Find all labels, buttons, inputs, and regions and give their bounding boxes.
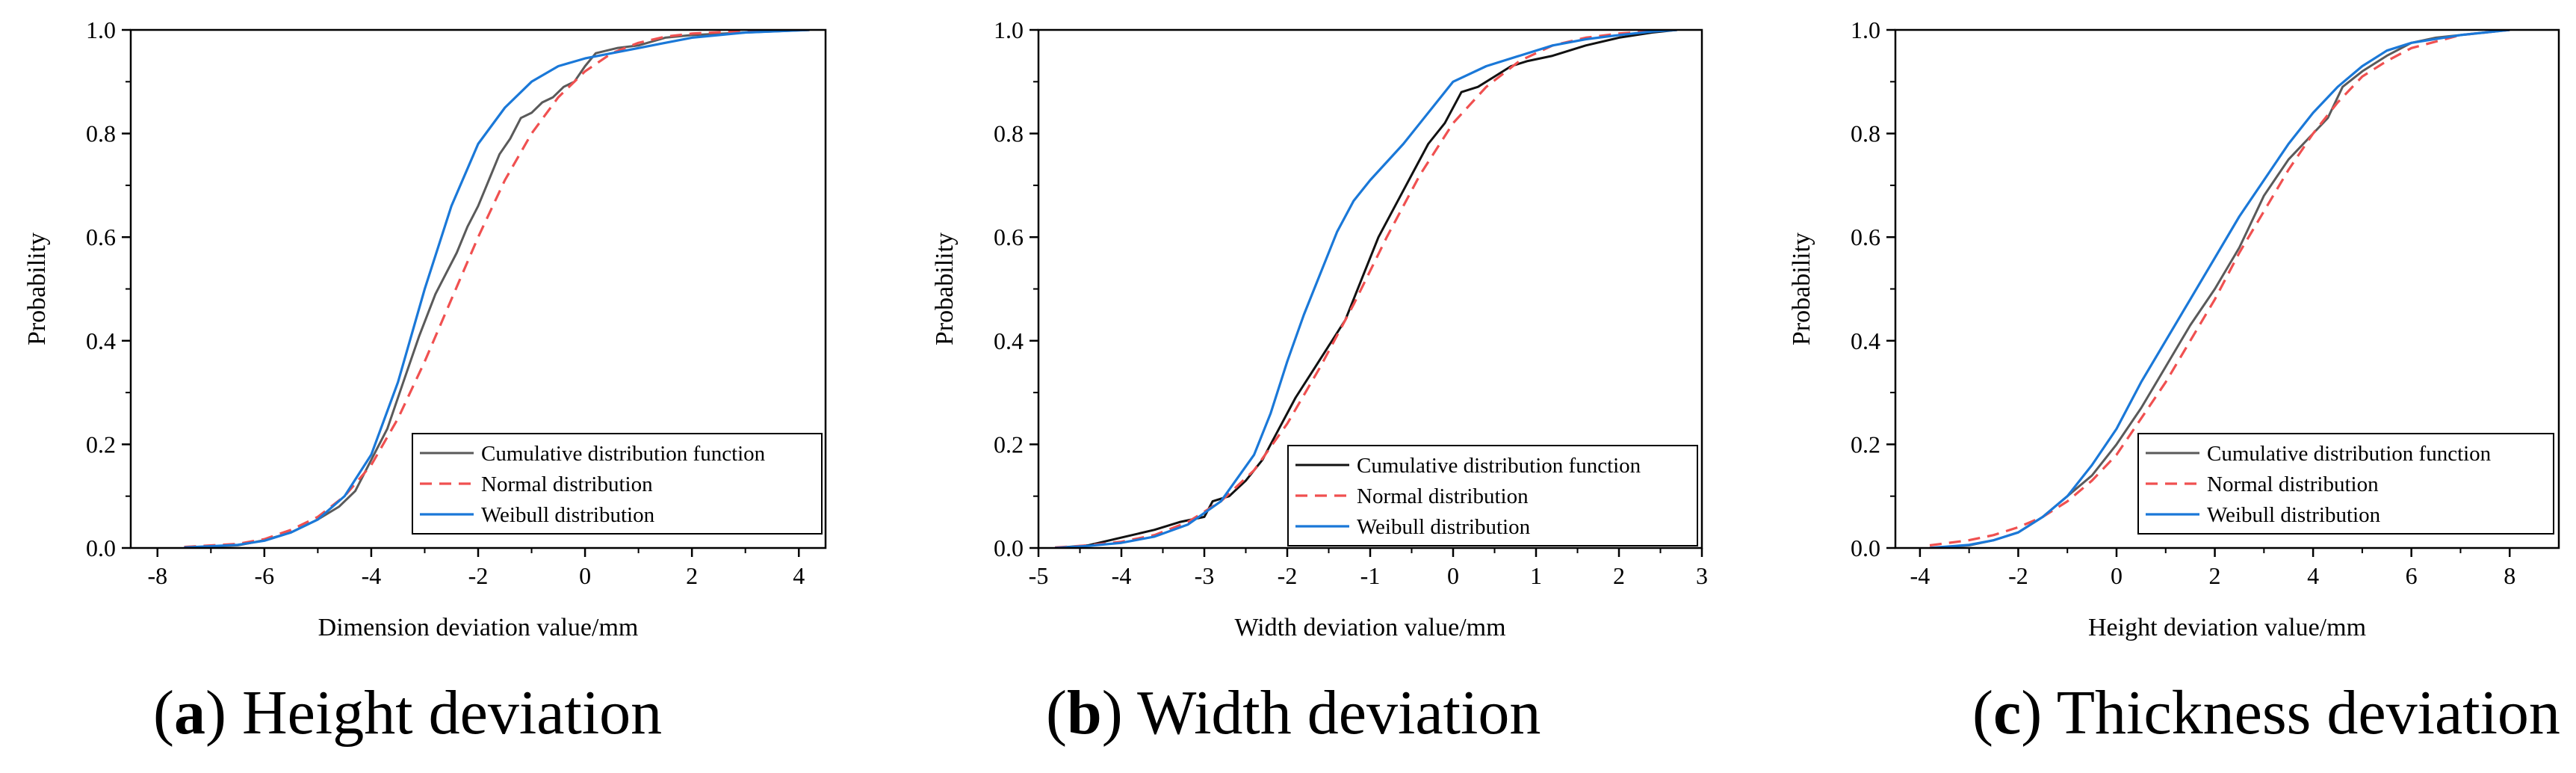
caption-b-text: Width deviation xyxy=(1122,678,1541,748)
x-tick-label: -2 xyxy=(1278,562,1298,589)
x-tick-label: 4 xyxy=(793,562,805,589)
x-tick-label: 2 xyxy=(1613,562,1625,589)
caption-c-letter: c xyxy=(1993,678,2022,748)
x-axis-label: Height deviation value/mm xyxy=(2088,614,2366,641)
series-line-weibull xyxy=(1055,30,1677,548)
x-tick-label: -1 xyxy=(1360,562,1381,589)
chart-panel-1: -5 -4 -3 -2 -1 0 1 2 3 0.0 0.2 0.4 0.6 0.8 1.0 Width de… xyxy=(931,16,1708,641)
y-tick-label: 0.8 xyxy=(86,120,116,147)
y-tick-label: 0.2 xyxy=(1851,431,1880,458)
caption-a-letter: a xyxy=(173,678,205,748)
x-tick-label: 0 xyxy=(1447,562,1459,589)
y-axis-label: Probability xyxy=(23,232,51,345)
caption-c: (c) Thickness deviation xyxy=(1972,678,2560,748)
x-tick-label: -8 xyxy=(147,562,167,589)
y-tick-label: 0.6 xyxy=(1851,224,1880,250)
series-line-normal xyxy=(1929,30,2510,547)
legend-label: Cumulative distribution function xyxy=(481,442,766,466)
y-tick-label: 0.4 xyxy=(1851,327,1880,354)
x-tick-label: -6 xyxy=(255,562,275,589)
x-tick-label: -4 xyxy=(362,562,382,589)
x-tick-label: -2 xyxy=(2008,562,2028,589)
y-tick-label: 0.2 xyxy=(994,431,1024,458)
x-tick-label: 3 xyxy=(1696,562,1708,589)
x-axis-label: Dimension deviation value/mm xyxy=(318,614,639,641)
y-tick-label: 0.0 xyxy=(994,535,1024,561)
y-axis-label: Probability xyxy=(1788,232,1815,345)
series-line-normal xyxy=(1055,30,1677,548)
caption-a: (a) Height deviation xyxy=(153,678,663,748)
legend-box xyxy=(2137,433,2554,535)
x-tick-label: -4 xyxy=(1910,562,1931,589)
x-tick-label: 0 xyxy=(2111,562,2123,589)
caption-b: (b) Width deviation xyxy=(1046,678,1541,748)
x-tick-label: 6 xyxy=(2406,562,2418,589)
legend-label: Normal distribution xyxy=(1357,484,1529,508)
legend-label: Cumulative distribution function xyxy=(2207,442,2492,466)
legend-label: Weibull distribution xyxy=(481,503,655,527)
y-tick-label: 0.6 xyxy=(86,224,116,250)
y-tick-label: 0.4 xyxy=(86,327,116,354)
y-tick-label: 0.6 xyxy=(994,224,1024,250)
series-line-normal xyxy=(184,30,810,548)
x-tick-label: -3 xyxy=(1195,562,1215,589)
x-tick-label: 8 xyxy=(2504,562,2515,589)
series-line-cdf_b xyxy=(1055,30,1677,548)
legend-label: Cumulative distribution function xyxy=(1357,454,1641,478)
caption-a-text: Height deviation xyxy=(226,678,663,748)
x-tick-label: -2 xyxy=(468,562,489,589)
legend-label: Weibull distribution xyxy=(1357,515,1531,539)
y-tick-label: 0.0 xyxy=(86,535,116,561)
caption-b-letter: b xyxy=(1066,678,1102,748)
y-tick-label: 1.0 xyxy=(86,16,116,43)
x-tick-label: 4 xyxy=(2307,562,2319,589)
legend-label: Normal distribution xyxy=(481,472,653,496)
series-line-weibull xyxy=(184,30,810,548)
legend-box xyxy=(412,433,823,535)
chart-panel-0: -8 -6 -4 -2 0 2 4 0.0 0.2 0.4 0.6 0.8 1.0 Dimension d… xyxy=(23,16,827,641)
legend-box xyxy=(1287,445,1698,546)
y-tick-label: 0.0 xyxy=(1851,535,1880,561)
y-tick-label: 1.0 xyxy=(1851,16,1880,43)
x-tick-label: -4 xyxy=(1112,562,1132,589)
y-tick-label: 0.8 xyxy=(994,120,1024,147)
y-tick-label: 0.8 xyxy=(1851,120,1880,147)
chart-panel-2: -4 -2 0 2 4 6 8 0.0 0.2 0.4 0.6 0.8 1.0 Height deviat… xyxy=(1788,16,2560,641)
series-line-cdf_a xyxy=(184,30,810,548)
caption-c-text: Thickness deviation xyxy=(2042,678,2560,748)
y-tick-label: 0.2 xyxy=(86,431,116,458)
x-tick-label: 0 xyxy=(579,562,591,589)
y-axis-label: Probability xyxy=(931,232,959,345)
legend-label: Weibull distribution xyxy=(2207,503,2381,527)
legend-label: Normal distribution xyxy=(2207,472,2379,496)
y-tick-label: 0.4 xyxy=(994,327,1024,354)
y-tick-label: 1.0 xyxy=(994,16,1024,43)
x-axis-label: Width deviation value/mm xyxy=(1234,614,1505,641)
x-tick-label: -5 xyxy=(1029,562,1049,589)
x-tick-label: 1 xyxy=(1530,562,1542,589)
series-line-weibull xyxy=(1929,30,2510,548)
x-tick-label: 2 xyxy=(686,562,698,589)
x-tick-label: 2 xyxy=(2209,562,2221,589)
